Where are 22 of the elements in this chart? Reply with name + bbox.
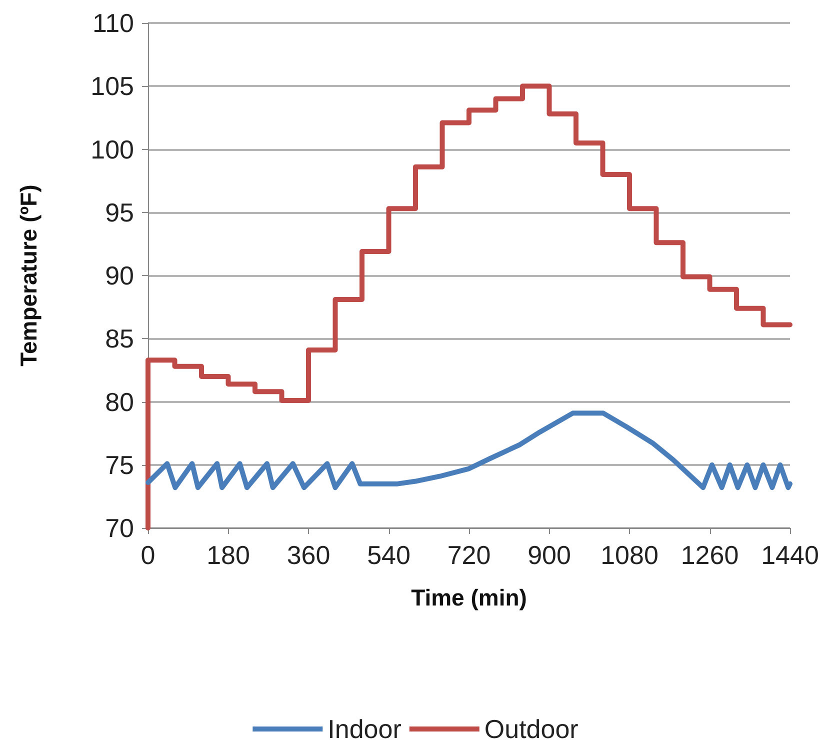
legend-label: Outdoor [484,714,579,744]
x-tick-label: 720 [447,540,491,570]
y-axis-title: Temperature (ºF) [16,184,42,366]
x-tick-label: 360 [286,540,330,570]
y-tick-label: 110 [92,8,134,38]
y-tick-label: 80 [105,386,134,417]
y-tick-label: 70 [105,513,134,543]
x-tick-label: 540 [367,540,410,570]
legend-label: Indoor [328,714,402,744]
y-tick-label: 75 [105,450,134,480]
y-tick-label: 85 [105,324,134,354]
x-tick-label: 1440 [761,540,819,570]
x-tick-label: 1260 [680,540,739,570]
x-tick-label: 900 [528,540,571,570]
y-tick-label: 95 [105,197,134,228]
y-tick-label: 100 [90,134,134,164]
y-tick-label: 105 [90,71,134,102]
x-tick-label: 0 [140,540,156,570]
x-axis-title: Time (min) [411,584,527,610]
x-tick-label: 1080 [600,540,658,570]
y-tick-label: 90 [105,260,134,290]
x-tick-label: 180 [206,540,250,570]
